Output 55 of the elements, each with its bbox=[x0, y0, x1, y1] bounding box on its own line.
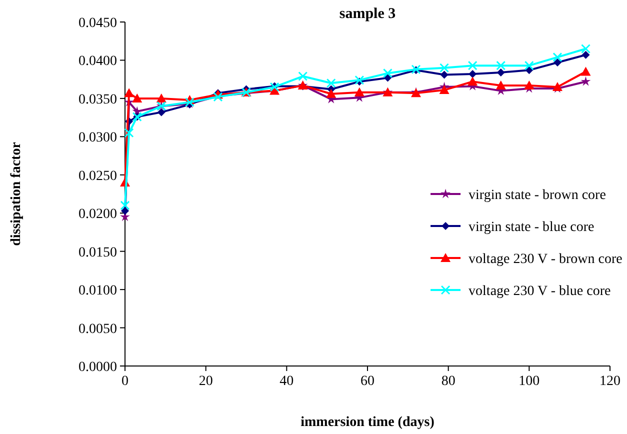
point bbox=[553, 58, 562, 67]
point bbox=[120, 200, 130, 210]
x-tick-label: 20 bbox=[198, 374, 213, 389]
point bbox=[468, 60, 478, 70]
point bbox=[384, 74, 392, 82]
point bbox=[580, 66, 591, 76]
x-tick-label: 80 bbox=[441, 374, 456, 389]
point bbox=[326, 88, 336, 98]
point bbox=[524, 80, 534, 90]
chart-title: sample 3 bbox=[339, 6, 396, 22]
x-tick-label: 60 bbox=[360, 374, 374, 389]
y-tick-label: 0.0300 bbox=[78, 130, 117, 146]
legend-label: voltage 230 V - blue core bbox=[468, 284, 611, 299]
x-tick-label: 100 bbox=[518, 374, 540, 389]
point bbox=[156, 93, 166, 102]
point bbox=[582, 50, 590, 59]
legend-label: voltage 230 V - brown core bbox=[468, 252, 622, 267]
point bbox=[440, 70, 448, 79]
y-tick-label: 0.0350 bbox=[78, 92, 117, 108]
point bbox=[124, 88, 134, 98]
x-axis-title: immersion time (days) bbox=[300, 415, 435, 430]
point bbox=[298, 72, 308, 82]
y-tick-label: 0.0450 bbox=[78, 16, 117, 31]
point bbox=[157, 108, 166, 116]
point bbox=[496, 60, 506, 70]
point bbox=[496, 80, 506, 90]
point bbox=[354, 75, 364, 85]
point bbox=[552, 52, 562, 62]
y-axis-title: dissipation factor bbox=[9, 142, 24, 246]
point bbox=[132, 93, 142, 102]
point bbox=[121, 206, 129, 215]
y-tick-label: 0.0150 bbox=[78, 245, 117, 260]
legend-label: virgin state - brown core bbox=[468, 188, 606, 203]
legend-label: virgin state - blue core bbox=[468, 220, 594, 235]
y-tick-label: 0.0050 bbox=[78, 322, 117, 337]
y-tick-label: 0.0000 bbox=[78, 360, 117, 375]
x-tick-label: 0 bbox=[122, 374, 128, 389]
point bbox=[440, 63, 450, 73]
point bbox=[468, 70, 477, 78]
y-tick-label: 0.0200 bbox=[78, 207, 117, 222]
point bbox=[124, 128, 134, 138]
point bbox=[382, 68, 392, 78]
x-tick-label: 120 bbox=[600, 374, 620, 389]
point bbox=[496, 68, 505, 76]
point bbox=[524, 60, 534, 70]
y-tick-label: 0.0400 bbox=[78, 54, 117, 70]
point bbox=[326, 78, 336, 88]
point bbox=[354, 87, 364, 96]
point bbox=[468, 76, 478, 86]
point bbox=[439, 85, 450, 94]
y-tick-label: 0.0100 bbox=[78, 284, 117, 299]
point bbox=[581, 44, 590, 54]
point bbox=[580, 76, 591, 86]
y-tick-label: 0.0250 bbox=[78, 168, 117, 184]
x-tick-label: 40 bbox=[280, 374, 294, 389]
